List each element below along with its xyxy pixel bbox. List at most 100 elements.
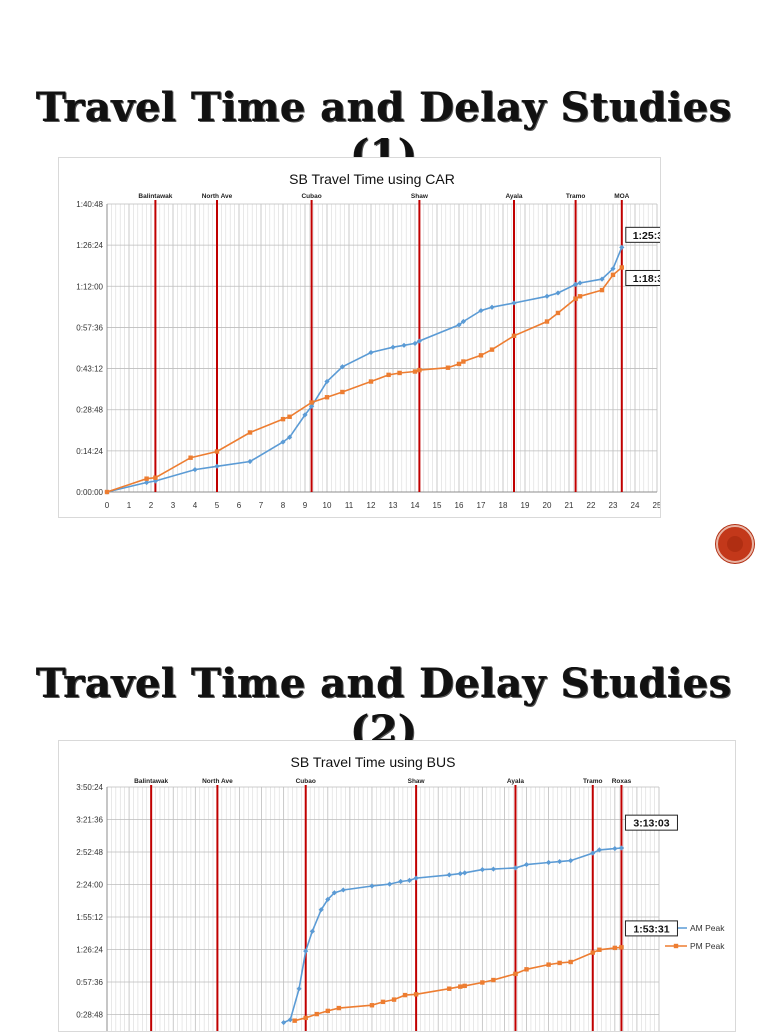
chart2-point-pm-peak <box>597 947 602 952</box>
chart1-x-tick-label: 23 <box>609 501 618 510</box>
chart1-x-tick-label: 9 <box>303 501 308 510</box>
chart2-station-label-tramo: Tramo <box>583 778 603 785</box>
chart1-x-tick-label: 0 <box>105 501 110 510</box>
chart2-point-pm-peak <box>303 1015 308 1021</box>
chart2-annotation-box <box>624 814 678 831</box>
chart2-station-label-roxas: Roxas <box>612 778 632 785</box>
chart1-point-am-peak <box>511 300 517 306</box>
chart1-x-tick-label: 19 <box>521 501 530 510</box>
chart2-point-pm-peak <box>568 959 573 965</box>
chart2-point-pm-peak <box>413 992 419 997</box>
chart1-y-tick-label: 0:43:12 <box>76 365 103 374</box>
chart1-series-line-am-peak <box>106 246 623 493</box>
chart1-station-label-ayala: Ayala <box>505 193 522 200</box>
chart1-x-tick-label: 18 <box>499 501 508 510</box>
chart2-point-pm-peak <box>391 997 397 1002</box>
chart1-station-label-north-ave: North Ave <box>202 193 233 200</box>
chart1-point-pm-peak <box>280 416 286 422</box>
chart2-point-am-peak <box>457 870 463 877</box>
chart1-point-pm-peak <box>287 414 292 419</box>
chart2-point-am-peak <box>568 858 574 864</box>
chart2-y-tick-label: 0:57:36 <box>76 978 103 987</box>
chart1-x-tick-label: 5 <box>215 501 220 510</box>
chart2-point-am-peak <box>512 865 519 871</box>
chart1-y-tick-label: 1:12:00 <box>76 282 103 291</box>
chart1-x-tick-label: 11 <box>345 501 354 510</box>
chart2-point-am-peak <box>490 866 496 872</box>
chart1-point-pm-peak <box>412 369 418 374</box>
chart2-y-tick-label: 3:21:36 <box>76 816 103 825</box>
chart2-station-label-shaw: Shaw <box>408 778 426 785</box>
chart2-point-pm-peak <box>590 950 595 955</box>
chart1-point-am-peak <box>324 378 330 385</box>
chart1-x-tick-label: 12 <box>367 501 376 510</box>
chart1-y-tick-label: 1:40:48 <box>76 200 103 209</box>
chart1-point-pm-peak <box>555 310 561 316</box>
chart1-x-tick-label: 2 <box>149 501 154 510</box>
chart2-point-pm-peak <box>557 960 562 966</box>
chart2-y-tick-label: 3:50:24 <box>76 783 103 792</box>
chart1-point-am-peak <box>619 244 625 250</box>
chart1-point-am-peak <box>489 304 495 310</box>
chart1-point-pm-peak <box>417 367 422 373</box>
chart2-point-pm-peak <box>402 992 408 998</box>
chart2-point-am-peak <box>446 872 452 878</box>
chart2-point-pm-peak <box>462 983 467 989</box>
chart2-point-pm-peak <box>619 945 624 950</box>
chart2-point-pm-peak <box>458 984 463 989</box>
chart1-x-tick-label: 22 <box>587 501 596 510</box>
chart1-point-am-peak <box>144 479 150 486</box>
chart1-station-label-balintawak: Balintawak <box>138 193 172 200</box>
chart1-point-pm-peak <box>478 353 484 358</box>
chart1-y-tick-label: 0:14:24 <box>76 447 103 456</box>
chart1-x-tick-label: 20 <box>543 501 552 510</box>
chart1-point-pm-peak <box>397 370 402 376</box>
chart1-point-pm-peak <box>610 272 616 278</box>
car-chart-svg: SB Travel Time using CAR 0:00:00 0:14:24 0:… <box>76 171 660 510</box>
chart2-point-am-peak <box>287 1017 293 1023</box>
chart2-point-pm-peak <box>524 967 529 972</box>
chart1-point-pm-peak <box>309 400 314 405</box>
chart1-point-am-peak <box>555 290 561 296</box>
chart1-point-am-peak <box>280 439 286 445</box>
chart2-series-line-am-peak <box>283 847 622 1024</box>
chart2-y-tick-label: 2:24:00 <box>76 881 103 890</box>
chart1-x-tick-label: 10 <box>323 501 332 510</box>
chart1-x-tick-label: 3 <box>171 501 176 510</box>
chart1-point-am-peak <box>339 364 345 370</box>
chart2-point-pm-peak <box>292 1018 297 1023</box>
chart2-point-pm-peak <box>447 986 452 991</box>
chart1-station-label-cubao: Cubao <box>301 193 321 200</box>
chart1-x-tick-label: 7 <box>259 501 264 510</box>
chart2-legend-label-am-peak: AM Peak <box>690 923 725 933</box>
chart1-x-tick-label: 15 <box>433 501 442 510</box>
chart1-point-pm-peak <box>489 347 495 352</box>
chart2-point-am-peak <box>318 907 324 913</box>
chart1-y-tick-label: 0:00:00 <box>76 488 103 497</box>
chart1-point-am-peak <box>416 338 422 344</box>
chart2-point-pm-peak <box>513 971 518 977</box>
chart1-point-am-peak <box>247 458 253 465</box>
chart1-point-pm-peak <box>340 389 345 395</box>
chart2-station-label-cubao: Cubao <box>296 778 316 785</box>
chart2-point-am-peak <box>413 875 419 881</box>
chart1-point-pm-peak <box>188 455 193 460</box>
chart1-point-am-peak <box>577 280 583 286</box>
chart1-point-pm-peak <box>386 372 391 378</box>
slide-nav-button[interactable] <box>716 525 754 563</box>
chart2-point-am-peak <box>398 878 404 885</box>
chart1-point-am-peak <box>544 293 550 299</box>
chart1-x-tick-label: 21 <box>565 501 574 510</box>
chart2-y-tick-label: 1:26:24 <box>76 946 103 955</box>
chart1-point-am-peak <box>214 463 220 469</box>
chart2-annotation-box <box>624 920 678 937</box>
chart2-point-pm-peak <box>314 1011 319 1017</box>
chart1-x-tick-label: 25 <box>653 501 660 510</box>
chart2-point-am-peak <box>618 845 625 851</box>
chart1-point-pm-peak <box>461 359 466 364</box>
chart2-series-line-pm-peak <box>294 946 622 1022</box>
chart1-point-am-peak <box>368 349 374 356</box>
chart2-point-am-peak <box>309 928 315 934</box>
chart1-y-tick-label: 0:57:36 <box>76 323 103 332</box>
chart2-point-pm-peak <box>325 1008 330 1014</box>
